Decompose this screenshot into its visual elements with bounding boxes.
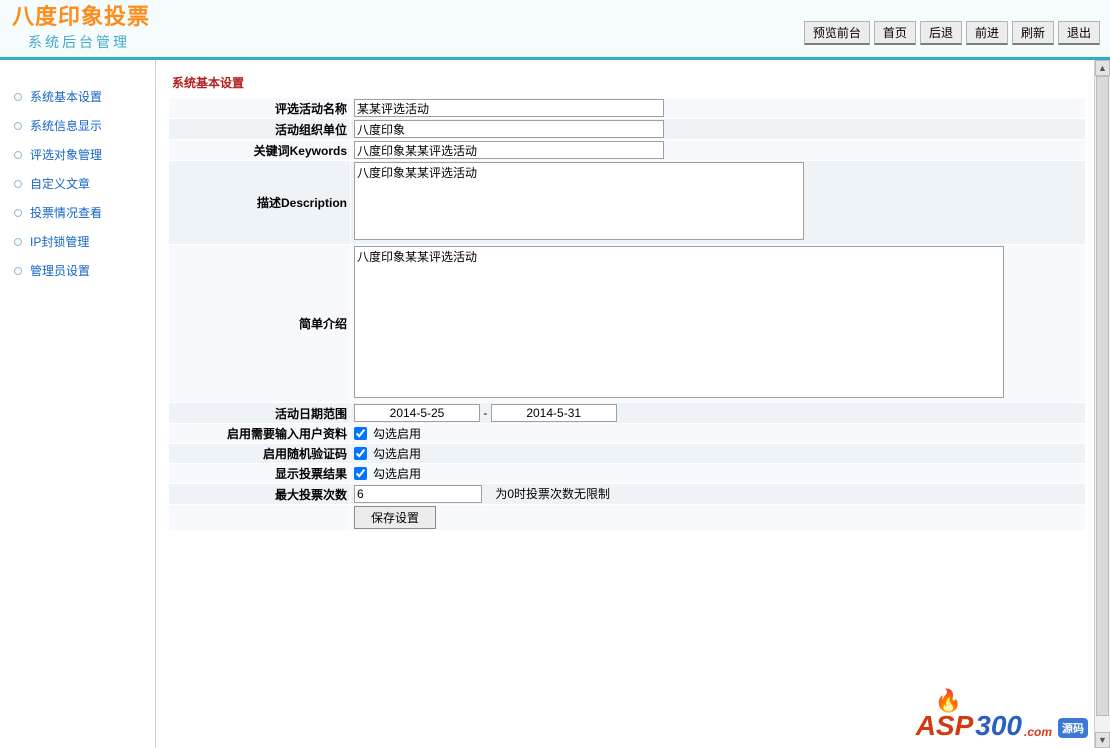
settings-form: 评选活动名称 活动组织单位 关键词Keywords 描述Description … <box>168 97 1086 531</box>
check-label: 勾选启用 <box>373 425 421 442</box>
keywords-input[interactable] <box>354 141 664 159</box>
refresh-button[interactable]: 刷新 <box>1012 21 1054 45</box>
top-toolbar: 预览前台 首页 后退 前进 刷新 退出 <box>804 13 1100 45</box>
label-organizer: 活动组织单位 <box>169 119 351 140</box>
label-description: 描述Description <box>169 161 351 245</box>
sidebar-item-label: 投票情况查看 <box>30 204 102 221</box>
bullet-icon <box>14 209 22 217</box>
logout-button[interactable]: 退出 <box>1058 21 1100 45</box>
sidebar: 系统基本设置 系统信息显示 评选对象管理 自定义文章 投票情况查看 IP封锁管理… <box>0 60 156 748</box>
bullet-icon <box>14 238 22 246</box>
bullet-icon <box>14 151 22 159</box>
header: 八度印象投票 系统后台管理 预览前台 首页 后退 前进 刷新 退出 <box>0 0 1110 60</box>
sidebar-item-label: 自定义文章 <box>30 175 90 192</box>
sidebar-item-candidates[interactable]: 评选对象管理 <box>0 140 155 169</box>
organizer-input[interactable] <box>354 120 664 138</box>
bullet-icon <box>14 122 22 130</box>
watermark-300: 300 <box>975 710 1022 742</box>
check-label: 勾选启用 <box>373 465 421 482</box>
forward-button[interactable]: 前进 <box>966 21 1008 45</box>
vertical-scrollbar[interactable]: ▲ ▼ <box>1094 60 1110 748</box>
sidebar-item-vote-status[interactable]: 投票情况查看 <box>0 198 155 227</box>
label-show-result: 显示投票结果 <box>169 464 351 484</box>
sidebar-item-admin[interactable]: 管理员设置 <box>0 256 155 285</box>
preview-front-button[interactable]: 预览前台 <box>804 21 870 45</box>
bullet-icon <box>14 93 22 101</box>
captcha-checkbox[interactable] <box>354 447 367 460</box>
home-button[interactable]: 首页 <box>874 21 916 45</box>
description-textarea[interactable] <box>354 162 804 240</box>
max-votes-hint: 为0时投票次数无限制 <box>495 487 610 501</box>
sidebar-item-label: 系统基本设置 <box>30 88 102 105</box>
brand-title: 八度印象投票 <box>12 5 150 29</box>
scroll-thumb[interactable] <box>1096 76 1109 716</box>
event-name-input[interactable] <box>354 99 664 117</box>
bullet-icon <box>14 180 22 188</box>
sidebar-item-custom-article[interactable]: 自定义文章 <box>0 169 155 198</box>
sidebar-item-system-info[interactable]: 系统信息显示 <box>0 111 155 140</box>
label-intro: 简单介绍 <box>169 245 351 403</box>
scroll-down-icon[interactable]: ▼ <box>1095 732 1110 748</box>
label-require-info: 启用需要输入用户资料 <box>169 424 351 444</box>
settings-panel: 系统基本设置 评选活动名称 活动组织单位 关键词Keywords 描述Descr… <box>168 70 1086 531</box>
main: 系统基本设置 系统信息显示 评选对象管理 自定义文章 投票情况查看 IP封锁管理… <box>0 60 1110 748</box>
save-button[interactable]: 保存设置 <box>354 506 436 529</box>
sidebar-item-label: 管理员设置 <box>30 262 90 279</box>
label-empty <box>169 505 351 531</box>
watermark-cn: 源码 <box>1058 718 1088 738</box>
sidebar-item-label: 系统信息显示 <box>30 117 102 134</box>
sidebar-item-ip-block[interactable]: IP封锁管理 <box>0 227 155 256</box>
bullet-icon <box>14 267 22 275</box>
date-start-input[interactable] <box>354 404 480 422</box>
content: 系统基本设置 评选活动名称 活动组织单位 关键词Keywords 描述Descr… <box>156 60 1110 748</box>
show-result-checkbox[interactable] <box>354 467 367 480</box>
sidebar-item-label: 评选对象管理 <box>30 146 102 163</box>
label-keywords: 关键词Keywords <box>169 140 351 161</box>
date-end-input[interactable] <box>491 404 617 422</box>
panel-title: 系统基本设置 <box>168 70 1086 97</box>
scroll-up-icon[interactable]: ▲ <box>1095 60 1110 76</box>
watermark-com: .com <box>1024 725 1052 739</box>
label-date-range: 活动日期范围 <box>169 403 351 424</box>
watermark-asp: ASP <box>916 710 974 742</box>
max-votes-input[interactable] <box>354 485 482 503</box>
date-sep: - <box>483 406 487 420</box>
require-info-checkbox[interactable] <box>354 427 367 440</box>
intro-textarea[interactable] <box>354 246 1004 398</box>
watermark: ASP 300 .com 源码 <box>916 710 1088 742</box>
back-button[interactable]: 后退 <box>920 21 962 45</box>
label-event-name: 评选活动名称 <box>169 98 351 119</box>
label-max-votes: 最大投票次数 <box>169 484 351 505</box>
sidebar-item-label: IP封锁管理 <box>30 233 89 250</box>
sidebar-item-basic-settings[interactable]: 系统基本设置 <box>0 82 155 111</box>
check-label: 勾选启用 <box>373 445 421 462</box>
brand: 八度印象投票 系统后台管理 <box>12 5 150 51</box>
brand-subtitle: 系统后台管理 <box>28 32 150 52</box>
label-captcha: 启用随机验证码 <box>169 444 351 464</box>
